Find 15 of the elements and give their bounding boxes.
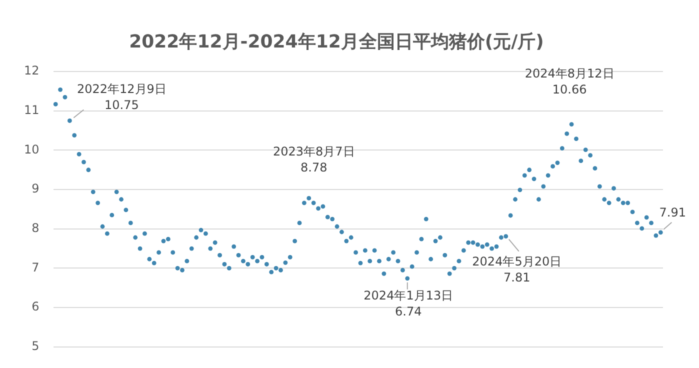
- y-tick-label: 5: [32, 338, 40, 353]
- y-tick-label: 11: [24, 103, 40, 118]
- annotation: 2023年8月7日 8.78: [272, 144, 355, 174]
- y-tick-label: 6: [32, 300, 40, 314]
- annotation: 7.91: [659, 206, 686, 220]
- y-tick-label: 10: [24, 142, 40, 156]
- y-tick-label: 9: [32, 182, 40, 196]
- annotation: 2024年5月20日 7.81: [472, 254, 562, 284]
- annotation: 2022年12月9日 10.75: [76, 82, 166, 112]
- y-tick-label: 12: [24, 64, 40, 78]
- annotation: 2024年1月13日 6.74: [364, 288, 454, 319]
- y-tick-label: 8: [32, 220, 40, 235]
- chart-title: 2022年12月-2024年12月全国日平均猪价(元/斤): [129, 31, 544, 52]
- y-tick-label: 7: [32, 260, 40, 274]
- annotation: 2024年8月12日 10.66: [524, 66, 614, 96]
